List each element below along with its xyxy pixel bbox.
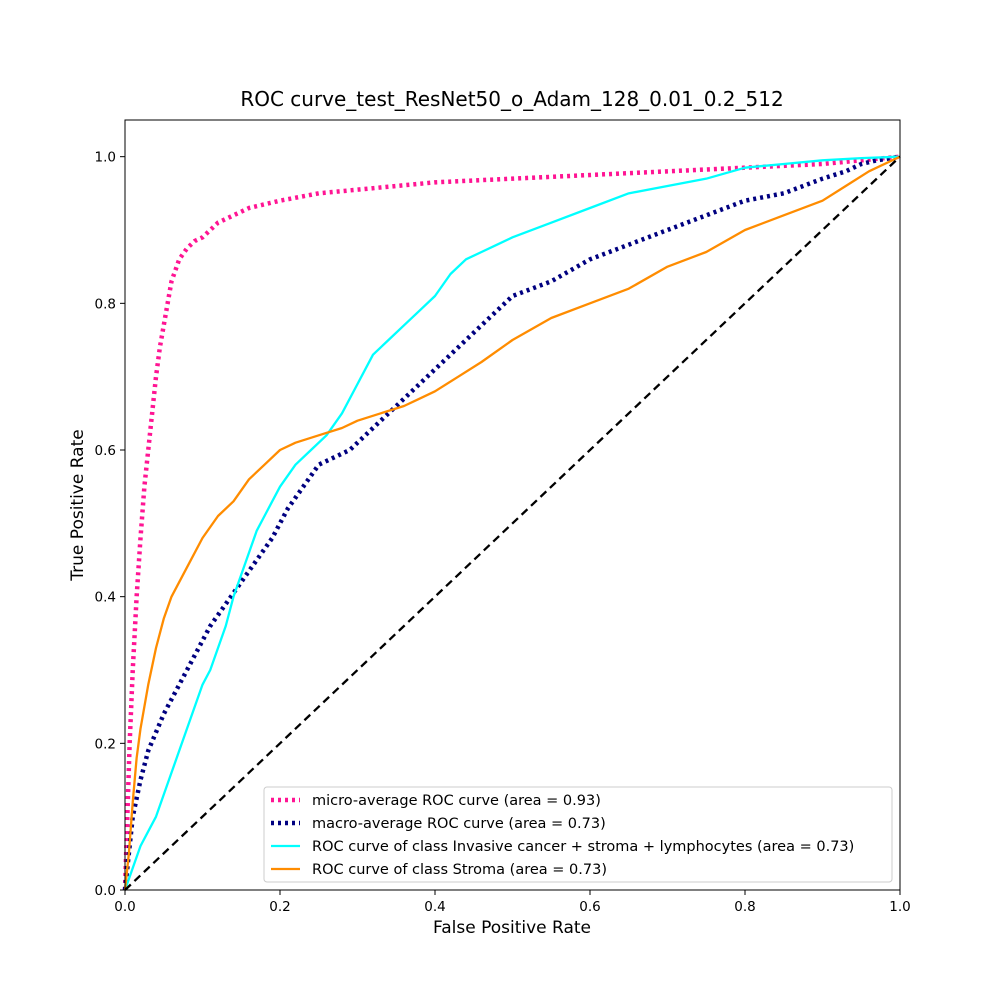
y-tick-label-5: 1.0 [95,150,116,166]
legend-label-3: ROC curve of class Stroma (area = 0.73) [312,862,607,878]
legend-box [263,786,893,883]
series-line-4 [124,155,901,891]
series-line-2 [123,155,901,891]
chart-title: ROC curve_test_ResNet50_o_Adam_128_0.01_… [240,87,783,111]
plot-area [122,154,901,891]
axes-frame [124,119,901,891]
x-tick-label-0: 0.0 [114,899,135,915]
y-tick-label-1: 0.2 [95,736,116,752]
y-tick-label-3: 0.6 [95,443,116,459]
y-tick-label-2: 0.4 [95,590,116,606]
y-axis-label: True Positive Rate [68,429,88,581]
y-tick-label-0: 0.0 [95,883,116,899]
x-tick-label-2: 0.4 [424,899,445,915]
x-tick-label-5: 1.0 [889,899,910,915]
x-tick-label-3: 0.6 [579,899,600,915]
axis-ticks: 0.0 0.2 0.4 0.6 0.8 1.0 0.0 0.2 0.4 0.6 0.8 1.0 [95,150,911,915]
x-axis-label: False Positive Rate [433,918,591,938]
series-line-0 [122,154,901,891]
x-tick-label-1: 0.2 [269,899,290,915]
legend-label-1: macro-average ROC curve (area = 0.73) [312,816,606,832]
legend: micro-average ROC curve (area = 0.93) mac… [263,786,893,883]
x-tick-label-4: 0.8 [734,899,755,915]
y-tick-label-4: 0.8 [95,296,116,312]
series-line-3 [123,155,901,891]
series-line-1 [122,154,901,891]
legend-label-0: micro-average ROC curve (area = 0.93) [312,793,601,809]
legend-label-2: ROC curve of class Invasive cancer + str… [312,839,854,855]
